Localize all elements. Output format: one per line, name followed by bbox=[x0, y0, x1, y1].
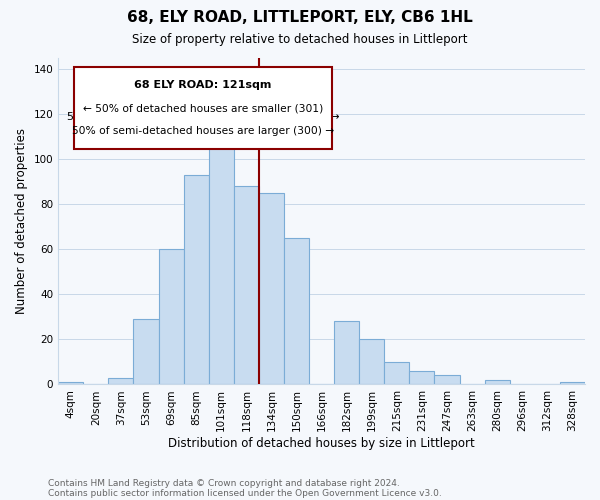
Text: ← 50% of detached houses are smaller (301): ← 50% of detached houses are smaller (30… bbox=[83, 104, 323, 114]
Text: ← 50% of detached houses are smaller (301)
50% of semi-detached houses are large: ← 50% of detached houses are smaller (30… bbox=[67, 98, 340, 122]
Bar bbox=[234, 186, 259, 384]
Bar bbox=[133, 319, 158, 384]
Bar bbox=[409, 371, 434, 384]
Bar bbox=[109, 378, 133, 384]
FancyBboxPatch shape bbox=[74, 68, 332, 149]
Bar bbox=[359, 340, 385, 384]
Bar bbox=[58, 382, 83, 384]
Bar bbox=[184, 175, 209, 384]
Bar bbox=[209, 138, 234, 384]
Bar bbox=[560, 382, 585, 384]
Text: 68, ELY ROAD, LITTLEPORT, ELY, CB6 1HL: 68, ELY ROAD, LITTLEPORT, ELY, CB6 1HL bbox=[127, 10, 473, 25]
Bar bbox=[485, 380, 510, 384]
Bar bbox=[158, 249, 184, 384]
Bar bbox=[334, 322, 359, 384]
Text: 68 ELY ROAD: 121sqm: 68 ELY ROAD: 121sqm bbox=[134, 80, 272, 90]
Bar bbox=[259, 193, 284, 384]
Text: 68 ELY ROAD: 121sqm: 68 ELY ROAD: 121sqm bbox=[134, 70, 272, 81]
Bar bbox=[434, 376, 460, 384]
Text: Contains public sector information licensed under the Open Government Licence v3: Contains public sector information licen… bbox=[48, 488, 442, 498]
Text: Size of property relative to detached houses in Littleport: Size of property relative to detached ho… bbox=[132, 32, 468, 46]
Bar bbox=[385, 362, 409, 384]
Bar bbox=[284, 238, 309, 384]
Text: 50% of semi-detached houses are larger (300) →: 50% of semi-detached houses are larger (… bbox=[72, 126, 334, 136]
X-axis label: Distribution of detached houses by size in Littleport: Distribution of detached houses by size … bbox=[168, 437, 475, 450]
Text: Contains HM Land Registry data © Crown copyright and database right 2024.: Contains HM Land Registry data © Crown c… bbox=[48, 478, 400, 488]
Y-axis label: Number of detached properties: Number of detached properties bbox=[15, 128, 28, 314]
